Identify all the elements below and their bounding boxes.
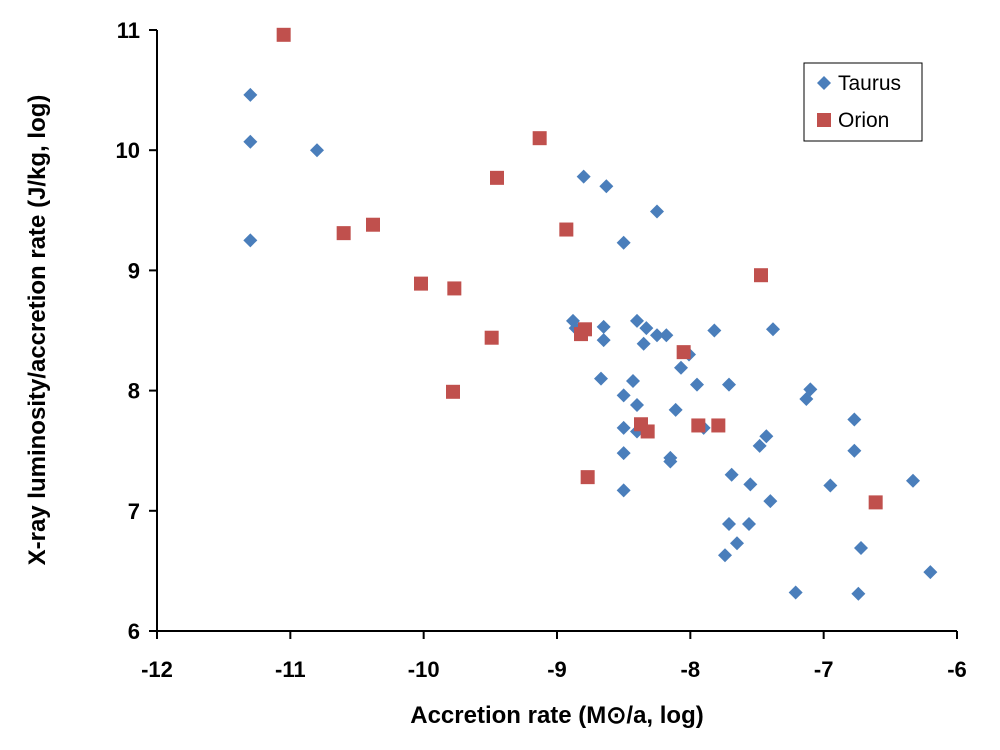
- x-tick-label: -8: [681, 657, 701, 682]
- legend-box: [803, 62, 923, 142]
- orion-point: [559, 222, 574, 237]
- orion-point: [490, 170, 504, 185]
- orion-point: [640, 424, 655, 439]
- taurus-point: [243, 134, 258, 149]
- legend-marker-taurus: [817, 76, 831, 90]
- taurus-point: [763, 494, 778, 509]
- taurus-point: [626, 373, 640, 388]
- taurus-point: [594, 371, 608, 386]
- taurus-point: [690, 377, 704, 392]
- orion-point: [447, 281, 462, 296]
- series-orion: [276, 27, 883, 510]
- taurus-point: [310, 143, 324, 158]
- orion-point: [484, 330, 499, 345]
- taurus-point: [616, 446, 631, 461]
- taurus-point: [730, 536, 744, 551]
- taurus-point: [854, 541, 868, 556]
- orion-point: [711, 418, 726, 433]
- x-tick-label: -7: [814, 657, 834, 682]
- orion-point: [366, 217, 380, 232]
- taurus-point: [674, 360, 688, 375]
- taurus-point: [616, 235, 631, 250]
- taurus-point: [743, 477, 758, 492]
- x-tick-label: -10: [408, 657, 440, 682]
- legend-marker-orion: [817, 113, 831, 127]
- taurus-point: [668, 402, 683, 417]
- orion-point: [691, 418, 706, 433]
- taurus-point: [639, 321, 654, 336]
- taurus-point: [650, 328, 664, 343]
- y-tick-label: 9: [128, 258, 140, 283]
- orion-point: [868, 495, 883, 510]
- taurus-point: [616, 388, 631, 403]
- orion-point: [754, 268, 768, 283]
- orion-point: [336, 226, 351, 241]
- taurus-point: [616, 483, 631, 498]
- taurus-point: [788, 585, 803, 600]
- y-axis-title: X-ray luminosity/accretion rate (J/kg, l…: [24, 95, 51, 566]
- y-tick-label: 6: [128, 619, 140, 644]
- orion-point: [276, 27, 291, 42]
- taurus-point: [243, 87, 258, 102]
- y-tick-label: 7: [128, 499, 140, 524]
- data-markers: [243, 27, 938, 601]
- taurus-point: [630, 398, 644, 413]
- taurus-point: [596, 319, 611, 334]
- taurus-point: [799, 392, 814, 407]
- legend-label-taurus: Taurus: [838, 72, 901, 95]
- taurus-point: [616, 420, 631, 435]
- y-tick-label: 10: [116, 138, 140, 163]
- taurus-point: [851, 586, 866, 601]
- taurus-point: [596, 333, 611, 348]
- taurus-point: [722, 517, 736, 532]
- taurus-point: [742, 517, 756, 532]
- taurus-point: [906, 473, 920, 488]
- taurus-point: [724, 467, 739, 482]
- taurus-point: [722, 377, 736, 392]
- series-taurus: [243, 87, 938, 601]
- y-tick-label: 8: [128, 379, 140, 404]
- taurus-point: [599, 179, 614, 194]
- taurus-point: [847, 443, 862, 458]
- x-tick-label: -9: [547, 657, 567, 682]
- orion-point: [414, 276, 428, 291]
- taurus-point: [576, 169, 591, 184]
- taurus-point: [707, 323, 722, 338]
- taurus-point: [759, 429, 774, 444]
- y-tick-label: 11: [117, 18, 140, 43]
- x-tick-label: -12: [141, 657, 173, 682]
- orion-point: [676, 345, 691, 360]
- x-tick-label: -11: [275, 657, 306, 682]
- orion-point: [532, 131, 547, 146]
- axis-ticks: -12 -11 -10 -9 -8 -7 -6 6 7 8 9 10 11: [116, 18, 967, 682]
- x-axis-title: Accretion rate (M⊙/a, log): [410, 702, 703, 729]
- taurus-point: [630, 313, 644, 328]
- taurus-point: [923, 565, 938, 580]
- taurus-point: [752, 438, 767, 453]
- taurus-point: [847, 412, 862, 427]
- taurus-point: [636, 336, 651, 351]
- x-tick-label: -6: [947, 657, 967, 682]
- taurus-point: [659, 328, 674, 343]
- orion-point: [580, 470, 595, 485]
- legend: Taurus Orion: [803, 62, 923, 142]
- legend-label-orion: Orion: [838, 109, 889, 132]
- taurus-point: [650, 204, 664, 219]
- taurus-point: [766, 322, 780, 337]
- orion-point: [446, 384, 460, 399]
- taurus-point: [663, 454, 678, 469]
- taurus-point: [243, 233, 258, 248]
- orion-point: [574, 327, 588, 342]
- taurus-point: [823, 478, 838, 493]
- taurus-point: [718, 548, 732, 563]
